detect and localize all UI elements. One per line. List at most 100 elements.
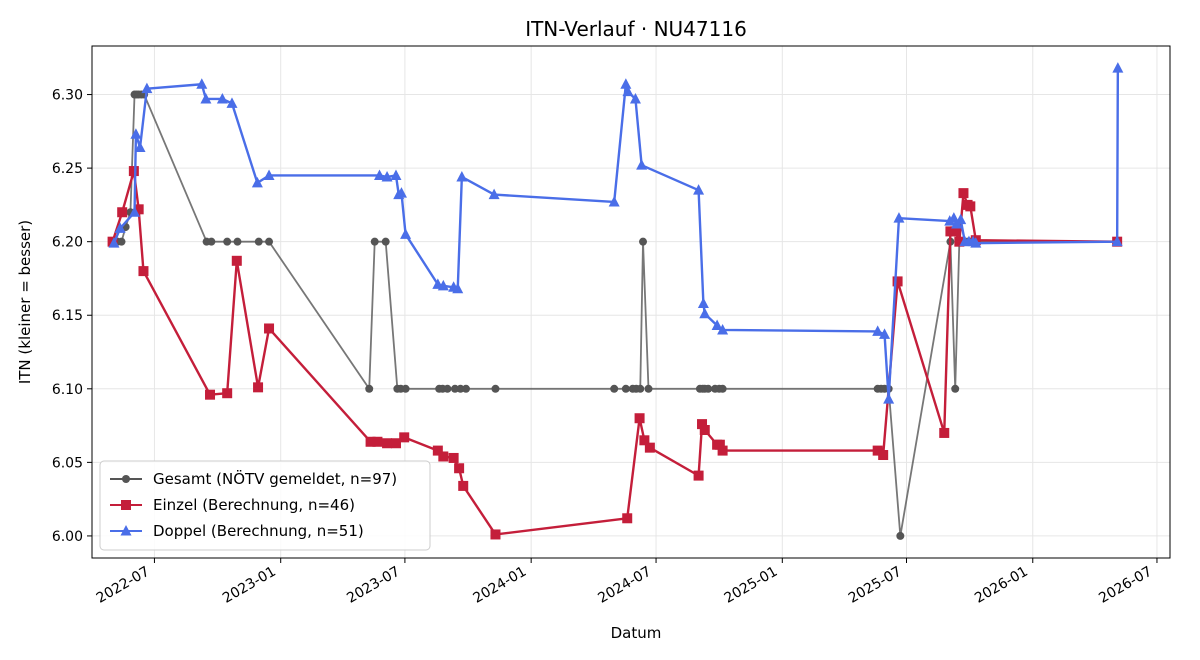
x-tick-label: 2023-01 bbox=[220, 564, 279, 607]
data-point bbox=[216, 92, 228, 104]
data-point bbox=[222, 388, 233, 399]
data-point bbox=[196, 78, 208, 89]
legend-label: Einzel (Berechnung, n=46) bbox=[153, 496, 355, 514]
x-tick-label: 2023-07 bbox=[344, 564, 403, 607]
data-point bbox=[117, 207, 128, 218]
data-point bbox=[629, 92, 641, 104]
data-point bbox=[697, 419, 708, 430]
data-point bbox=[254, 237, 263, 246]
data-point bbox=[253, 382, 264, 393]
legend-box bbox=[99, 460, 431, 551]
data-point bbox=[461, 384, 470, 393]
data-point bbox=[207, 237, 216, 246]
data-point bbox=[622, 513, 633, 524]
legend: Gesamt (NÖTV gemeldet, n=97) Einzel (Bere… bbox=[99, 460, 431, 551]
data-point bbox=[437, 279, 449, 291]
x-tick-label: 2026-01 bbox=[972, 564, 1031, 607]
data-point bbox=[488, 188, 500, 200]
data-point bbox=[608, 195, 620, 207]
data-point bbox=[620, 78, 632, 89]
data-point bbox=[138, 266, 149, 277]
data-point bbox=[401, 384, 410, 393]
data-point bbox=[134, 141, 146, 153]
data-point bbox=[704, 384, 713, 393]
data-point bbox=[399, 432, 410, 443]
data-point bbox=[130, 128, 142, 139]
data-point bbox=[395, 187, 407, 198]
y-tick-label: 6.00 bbox=[52, 529, 83, 545]
data-point bbox=[264, 323, 275, 334]
data-point bbox=[718, 384, 727, 393]
data-point bbox=[381, 170, 393, 182]
legend-label: Doppel (Berechnung, n=51) bbox=[153, 522, 364, 540]
data-point bbox=[458, 480, 469, 491]
data-point bbox=[644, 384, 653, 393]
x-axis-label: Datum bbox=[611, 624, 662, 642]
data-point bbox=[251, 176, 263, 188]
data-point bbox=[117, 237, 126, 246]
data-point bbox=[892, 276, 903, 287]
data-point bbox=[639, 237, 648, 246]
data-point bbox=[233, 237, 242, 246]
data-point bbox=[200, 92, 212, 104]
chart-title: ITN-Verlauf · NU47116 bbox=[525, 17, 747, 41]
data-point bbox=[717, 323, 729, 335]
data-point bbox=[490, 529, 501, 540]
y-tick-label: 6.15 bbox=[52, 308, 83, 324]
data-point bbox=[128, 166, 139, 177]
data-point bbox=[372, 436, 383, 447]
data-point bbox=[697, 297, 709, 308]
data-point bbox=[711, 319, 723, 331]
x-tick-label: 2025-07 bbox=[846, 564, 905, 607]
data-point bbox=[450, 384, 459, 393]
data-point bbox=[883, 393, 895, 404]
legend-marker bbox=[122, 475, 130, 483]
legend-marker bbox=[121, 500, 131, 510]
data-point bbox=[443, 384, 452, 393]
x-tick-label: 2022-07 bbox=[94, 564, 153, 607]
data-point bbox=[1111, 235, 1123, 247]
data-point bbox=[400, 228, 412, 239]
data-point bbox=[872, 445, 883, 456]
data-point bbox=[965, 201, 976, 212]
data-point bbox=[622, 85, 634, 97]
data-point bbox=[141, 82, 153, 94]
data-point bbox=[226, 97, 238, 108]
data-point bbox=[879, 328, 891, 339]
data-point bbox=[693, 470, 704, 481]
data-point bbox=[958, 188, 969, 199]
data-point bbox=[452, 282, 464, 294]
data-point bbox=[223, 237, 232, 246]
data-point bbox=[133, 204, 144, 215]
data-point bbox=[954, 236, 965, 247]
data-point bbox=[896, 531, 905, 540]
data-point bbox=[636, 159, 648, 170]
data-point bbox=[456, 384, 465, 393]
data-point bbox=[454, 463, 465, 474]
data-point bbox=[390, 438, 401, 449]
data-point bbox=[265, 237, 274, 246]
data-point bbox=[634, 413, 645, 424]
x-tick-label: 2024-01 bbox=[470, 564, 529, 607]
data-point bbox=[108, 237, 120, 248]
data-point bbox=[693, 184, 705, 195]
data-point bbox=[610, 384, 619, 393]
x-tick-label: 2024-07 bbox=[595, 564, 654, 607]
y-tick-label: 6.20 bbox=[52, 235, 83, 251]
data-point bbox=[129, 206, 141, 217]
data-point bbox=[714, 439, 725, 450]
series-triangle bbox=[108, 62, 1124, 404]
data-point bbox=[382, 438, 393, 449]
data-point bbox=[205, 389, 216, 400]
data-point bbox=[699, 307, 711, 319]
y-tick-label: 6.05 bbox=[52, 455, 83, 471]
data-point bbox=[717, 445, 728, 456]
plot-frame bbox=[91, 45, 1171, 559]
data-point bbox=[878, 450, 889, 461]
data-point bbox=[951, 384, 960, 393]
data-point bbox=[636, 384, 645, 393]
legend-label: Gesamt (NÖTV gemeldet, n=97) bbox=[153, 469, 397, 488]
data-point bbox=[491, 384, 500, 393]
data-point bbox=[955, 213, 967, 225]
series-layer bbox=[107, 62, 1124, 540]
